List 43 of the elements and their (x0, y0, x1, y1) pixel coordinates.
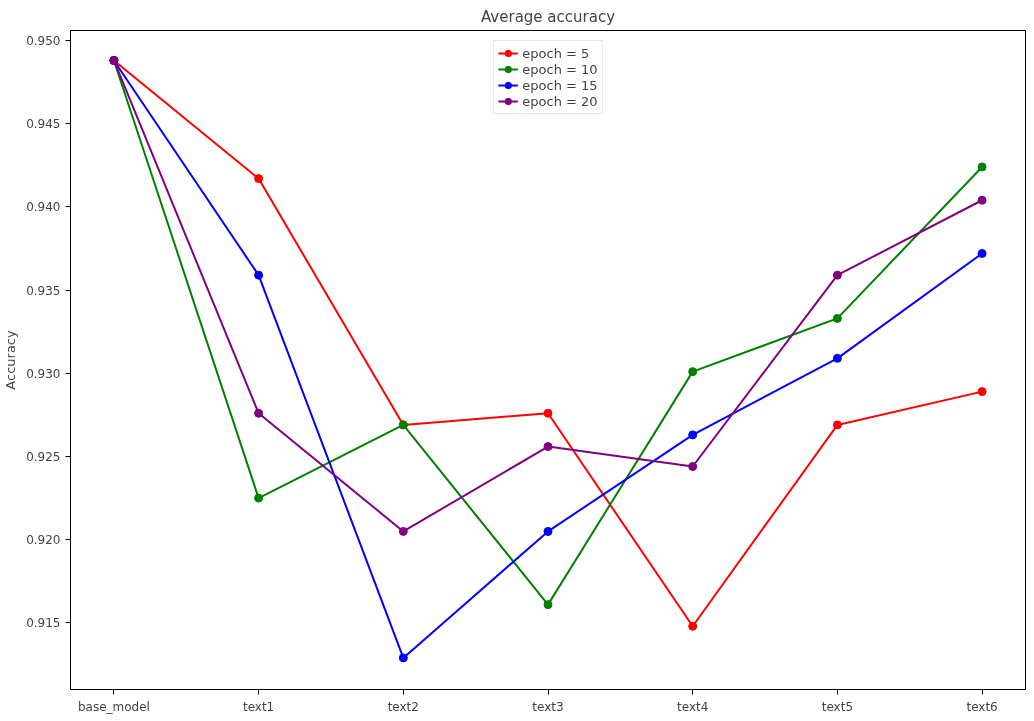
point (977, 249, 987, 258)
point (688, 430, 698, 440)
y-tick-label: 0.915 (26, 616, 61, 631)
x-tick-label: base_model (77, 699, 150, 714)
point (977, 162, 987, 172)
point (688, 462, 698, 471)
y-tick-label: 0.950 (26, 33, 61, 48)
y-tick-label: 0.935 (26, 283, 61, 298)
legend-label: epoch = 15 (522, 77, 598, 93)
legend-label: epoch = 10 (522, 61, 598, 77)
y-tick-label: 0.925 (26, 450, 61, 465)
legend-label: epoch = 20 (522, 93, 598, 109)
chart-title: Average accuracy (480, 7, 616, 26)
point (543, 408, 553, 418)
point (832, 313, 842, 323)
point (543, 526, 553, 536)
point (543, 442, 553, 452)
point (832, 420, 842, 430)
y-tick-label: 0.920 (26, 533, 61, 548)
point (254, 270, 264, 280)
point (254, 174, 264, 184)
x-tick-label: text5 (821, 699, 854, 714)
point (688, 367, 698, 377)
y-tick-label: 0.945 (26, 117, 61, 132)
point (254, 408, 264, 418)
x-tick-label: text4 (677, 699, 709, 714)
x-tick-label: text2 (387, 699, 419, 714)
y-tick-label: 0.930 (26, 366, 61, 381)
x-tick-label: text3 (532, 699, 564, 714)
point (543, 600, 553, 610)
legend-label: epoch = 5 (522, 45, 590, 61)
y-tick-label: 0.940 (26, 200, 61, 215)
point (254, 493, 264, 503)
point (977, 387, 987, 397)
point (398, 653, 408, 663)
x-tick-label: text6 (966, 699, 998, 714)
point (977, 195, 987, 205)
point (398, 526, 408, 536)
x-tick-label: text1 (242, 699, 275, 714)
point (832, 270, 842, 280)
point (832, 353, 842, 363)
point (688, 621, 698, 631)
y-axis-title: Accuracy (3, 330, 19, 390)
